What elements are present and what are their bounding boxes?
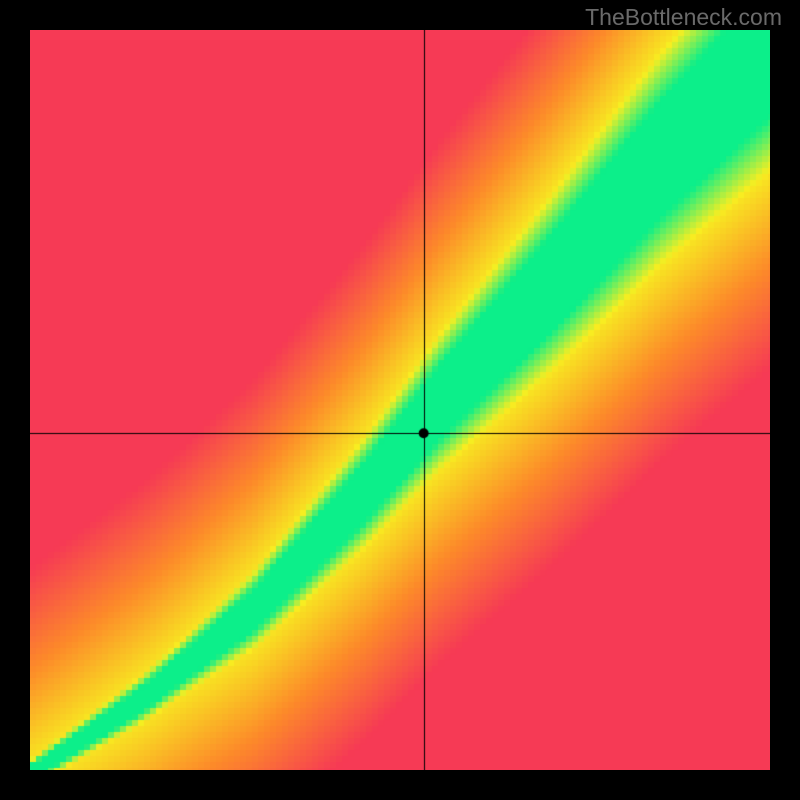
- chart-frame: { "watermark": { "text": "TheBottleneck.…: [0, 0, 800, 800]
- watermark-text: TheBottleneck.com: [585, 4, 782, 31]
- bottleneck-heatmap-canvas: [30, 30, 770, 770]
